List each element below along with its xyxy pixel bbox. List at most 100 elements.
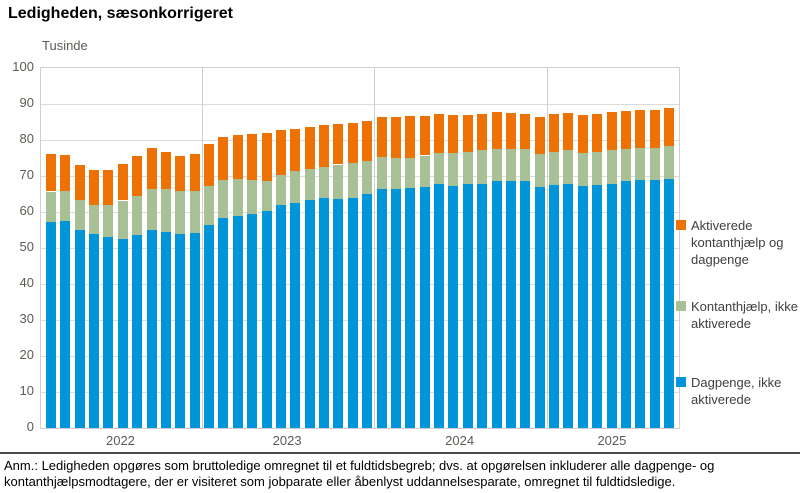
gridline [41,104,679,105]
gridline [41,392,679,393]
bar-segment [405,187,416,428]
bar-segment [649,147,660,180]
bar-segment [304,169,315,201]
bar-segment [405,115,416,158]
stacked-bar-2022-08 [132,155,143,428]
stacked-bar-2022-03 [60,155,71,428]
bar-segment [333,198,344,428]
gridline [41,284,679,285]
gridline [41,248,679,249]
stacked-bar-2024-05 [434,114,445,428]
bar-segment [290,170,301,203]
bar-segment [563,112,574,151]
stacked-bar-2023-12 [362,120,373,428]
bar-segment [620,110,631,150]
bar-segment [204,225,215,428]
legend-entry: Dagpenge, ikke aktiverede [676,374,798,408]
bar-segment [60,155,71,192]
bar-segment [592,114,603,152]
bar-segment [434,152,445,185]
legend-entry: Aktiverede kontanthjælp og dagpenge [676,217,798,268]
bar-segment [549,185,560,428]
bar-segment [89,233,100,428]
bar-segment [175,155,186,192]
bar-segment [434,184,445,428]
stacked-bar-2023-07 [290,128,301,428]
gridline [41,212,679,213]
footnote-text: Anm.: Ledigheden opgøres som bruttoledig… [4,458,715,489]
stacked-bar-2024-10 [505,112,516,428]
bar-segment [89,205,100,234]
stacked-bar-2024-07 [462,114,473,428]
bar-segment [74,164,85,200]
bar-segment [606,150,617,184]
stacked-bar-2025-05 [606,111,617,428]
stacked-bar-2024-04 [419,115,430,428]
bar-segment [549,151,560,185]
bar-segment [505,181,516,428]
stacked-bar-2024-12 [534,116,545,428]
bar-segment [477,114,488,151]
bar-segment [218,137,229,180]
stacked-bar-2024-09 [491,111,502,428]
bar-segment [462,114,473,152]
y-axis-tick-label: 80 [19,131,34,146]
stacked-bar-2025-08 [649,110,660,428]
y-axis-tick-label: 100 [12,59,34,74]
bar-segment [491,148,502,182]
bar-segment [189,190,200,233]
bar-segment [204,143,215,187]
stacked-bar-2022-10 [160,151,171,428]
bar-segment [491,111,502,149]
bar-segment [563,150,574,185]
year-divider [201,68,203,428]
stacked-bar-2024-11 [520,113,531,428]
stacked-bar-2025-06 [620,110,631,428]
bar-segment [304,127,315,170]
bar-segment [505,112,516,149]
footnote-divider [0,452,800,454]
year-divider [546,68,548,428]
bar-segment [477,150,488,184]
bar-segment [592,151,603,185]
bar-segment [505,148,516,182]
bar-segment [491,181,502,428]
plot-area [40,67,680,429]
bar-segment [419,155,430,188]
bar-segment [132,155,143,196]
bar-segment [405,157,416,188]
bar-segment [390,157,401,190]
bar-segment [232,135,243,179]
bar-segment [620,181,631,428]
legend-swatch [676,220,686,230]
bar-segment [275,174,286,206]
y-axis-tick-label: 30 [19,311,34,326]
bar-segment [103,237,114,428]
bar-segment [434,114,445,153]
bar-segment [160,232,171,428]
bar-segment [549,114,560,152]
stacked-bar-2025-01 [549,114,560,428]
bar-segment [520,113,531,149]
bar-segment [247,214,258,428]
bar-segment [117,200,128,240]
x-axis-year-label: 2022 [105,433,135,448]
stacked-bar-2024-01 [376,116,387,428]
bar-segment [247,180,258,215]
y-axis-unit-label: Tusinde [42,38,88,53]
bar-segment [89,169,100,206]
x-axis-year-label: 2023 [272,433,302,448]
gridline [41,176,679,177]
bar-segment [448,115,459,154]
bar-segment [319,197,330,428]
stacked-bar-2023-10 [333,124,344,428]
bar-segment [146,147,157,189]
year-divider [374,68,376,428]
stacked-bar-2022-11 [175,155,186,428]
bar-segment [46,221,56,428]
bar-segment [146,188,157,231]
bar-segment [635,148,646,181]
legend-swatch [676,377,686,387]
stacked-bar-2025-03 [577,115,588,428]
